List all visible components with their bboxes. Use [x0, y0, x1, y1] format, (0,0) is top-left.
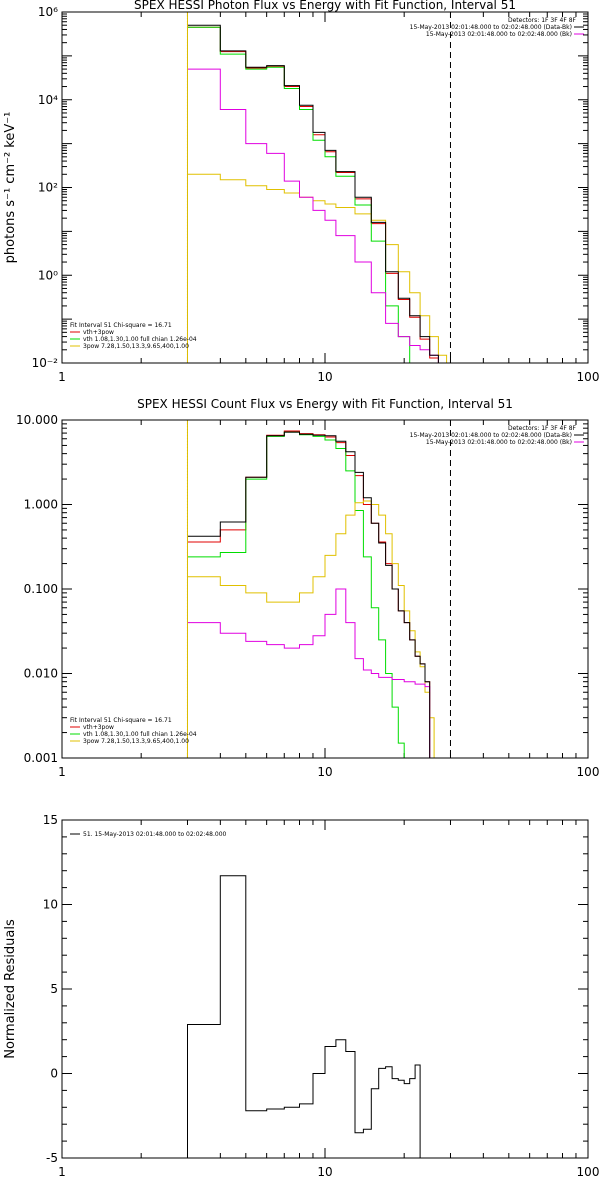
legend-entry: 3pow 7.28,1.50,13.3,9.65,400,1.00 — [83, 738, 189, 745]
y-tick-label: 10.000 — [16, 413, 58, 427]
y-axis-label: Normalized Residuals — [3, 919, 18, 1059]
x-tick-label: 1 — [58, 1165, 66, 1179]
y-tick-label: 10² — [38, 181, 58, 195]
y-tick-label: 5 — [50, 982, 58, 996]
x-tick-label: 100 — [577, 370, 600, 384]
legend-entry: 51. 15-May-2013 02:01:48.000 to 02:02:48… — [83, 831, 227, 838]
legend-entry: 15-May-2013 02:01:48.000 to 02:02:48.000… — [410, 432, 572, 439]
y-tick-label: -5 — [46, 1151, 58, 1165]
series-line — [187, 68, 451, 363]
y-tick-label: 1.000 — [24, 498, 58, 512]
chart-title: SPEX HESSI Count Flux vs Energy with Fit… — [137, 397, 513, 411]
series-line — [187, 588, 431, 758]
chart-residuals: 1 10 100 15 10 5 0 -5 Normalized Residuals 51. 15… — [3, 813, 599, 1179]
legend-entry: vth+3pow — [83, 329, 114, 336]
series-line — [187, 500, 439, 758]
series-group — [187, 875, 421, 1158]
series-line — [187, 24, 451, 363]
legend-entry: 3pow 7.28,1.50,13.3,9.65,400,1.00 — [83, 343, 189, 350]
series-line — [187, 26, 451, 363]
y-tick-label: 0.100 — [24, 582, 58, 596]
plot-frame — [61, 11, 589, 364]
legend-header: Fit Interval 51 Chi-square = 16.71 — [70, 717, 172, 724]
series-line — [187, 26, 430, 363]
y-tick-label: 15 — [43, 813, 58, 827]
plot-frame — [61, 819, 589, 1159]
legend-entry: vth 1.08,1.30,1.00 full chian 1.26e-04 — [83, 336, 197, 343]
y-tick-label: 0.010 — [24, 667, 58, 681]
y-axis-label: photons s⁻¹ cm⁻² keV⁻¹ — [3, 112, 18, 264]
x-tick-label: 10 — [317, 765, 332, 779]
x-tick-label: 1 — [58, 765, 66, 779]
chart-photon: SPEX HESSI Photon Flux vs Energy with Fi… — [3, 0, 599, 384]
y-tick-label: 10⁻² — [32, 356, 59, 370]
x-tick-label: 10 — [317, 1165, 332, 1179]
x-tick-label: 10 — [317, 370, 332, 384]
series-line — [187, 431, 410, 758]
series-line — [187, 431, 431, 758]
legend-entry: vth+3pow — [83, 724, 114, 731]
y-tick-label: 0 — [50, 1067, 58, 1081]
y-tick-label: 0.001 — [24, 751, 58, 765]
legend-header: Fit Interval 51 Chi-square = 16.71 — [70, 322, 172, 329]
y-tick-label: 10⁰ — [38, 268, 58, 282]
legend-entry: 15-May-2013 02:01:48.000 to 02:02:48.000… — [410, 24, 572, 31]
legend-header: Detectors: 1F 3F 4F 8F — [508, 425, 577, 432]
x-tick-label: 100 — [577, 765, 600, 779]
legend-entry: 15-May-2013 02:01:48.000 to 02:02:48.000… — [426, 439, 572, 446]
plot-frame — [61, 419, 589, 759]
series-line — [187, 173, 465, 363]
legend-header: Detectors: 1F 3F 4F 8F — [508, 17, 577, 24]
series-line — [187, 875, 421, 1158]
series-line — [187, 430, 431, 758]
series-group — [187, 430, 439, 758]
y-tick-label: 10⁶ — [38, 5, 58, 19]
legend-bottom-left: Fit Interval 51 Chi-square = 16.71vth+3p… — [70, 717, 197, 745]
series-group — [187, 24, 465, 363]
x-tick-label: 100 — [577, 1165, 600, 1179]
chart-count: SPEX HESSI Count Flux vs Energy with Fit… — [16, 397, 599, 779]
legend-entry: 15-May-2013 02:01:48.000 to 02:02:48.000… — [426, 31, 572, 38]
legend-top-left: 51. 15-May-2013 02:01:48.000 to 02:02:48… — [70, 831, 227, 838]
legend-bottom-left: Fit Interval 51 Chi-square = 16.71vth+3p… — [70, 322, 197, 350]
chart-title: SPEX HESSI Photon Flux vs Energy with Fi… — [134, 0, 516, 12]
x-tick-label: 1 — [58, 370, 66, 384]
y-tick-label: 10 — [43, 898, 58, 912]
legend-entry: vth 1.08,1.30,1.00 full chian 1.26e-04 — [83, 731, 197, 738]
y-tick-label: 10⁴ — [38, 93, 58, 107]
